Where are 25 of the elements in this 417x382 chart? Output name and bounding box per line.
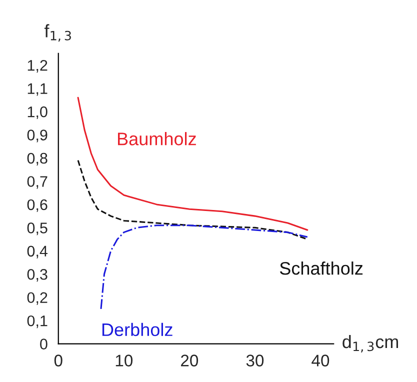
y-tick-label: 0,2 bbox=[27, 292, 48, 305]
x-tick-label: 20 bbox=[181, 354, 198, 366]
x-tick-label: 40 bbox=[312, 354, 330, 366]
line-series bbox=[77, 160, 308, 240]
y-tick-label: 0,9 bbox=[27, 130, 48, 142]
y-tick-label: 0,1 bbox=[27, 315, 48, 328]
y-axis-title: f$_{1,3}$ bbox=[44, 24, 71, 42]
y-tick-label: 0 bbox=[40, 338, 48, 350]
x-tick-label: 0 bbox=[54, 354, 62, 366]
x-tick-label: 30 bbox=[246, 354, 264, 366]
y-tick-label: 0,4 bbox=[27, 246, 48, 258]
series-label: Baumholz bbox=[118, 132, 196, 146]
y-tick-label: 0,7 bbox=[27, 176, 48, 189]
line-series bbox=[77, 96, 308, 231]
series-label: Schaftholz bbox=[280, 262, 363, 275]
y-tick-label: 1,2 bbox=[28, 60, 48, 73]
y-tick-label: 0,3 bbox=[27, 268, 48, 282]
series-label: Derbholz bbox=[102, 322, 172, 336]
y-tick-label: 1,0 bbox=[28, 106, 48, 120]
y-tick-label: 0,8 bbox=[27, 152, 48, 166]
y-tick-label: 0,6 bbox=[27, 199, 48, 212]
y-tick-label: 0,5 bbox=[27, 222, 48, 236]
x-tick-label: 10 bbox=[116, 354, 133, 366]
y-tick-label: 1,1 bbox=[28, 83, 48, 96]
x-axis-title: d$_{1,3}$cm bbox=[342, 334, 398, 352]
